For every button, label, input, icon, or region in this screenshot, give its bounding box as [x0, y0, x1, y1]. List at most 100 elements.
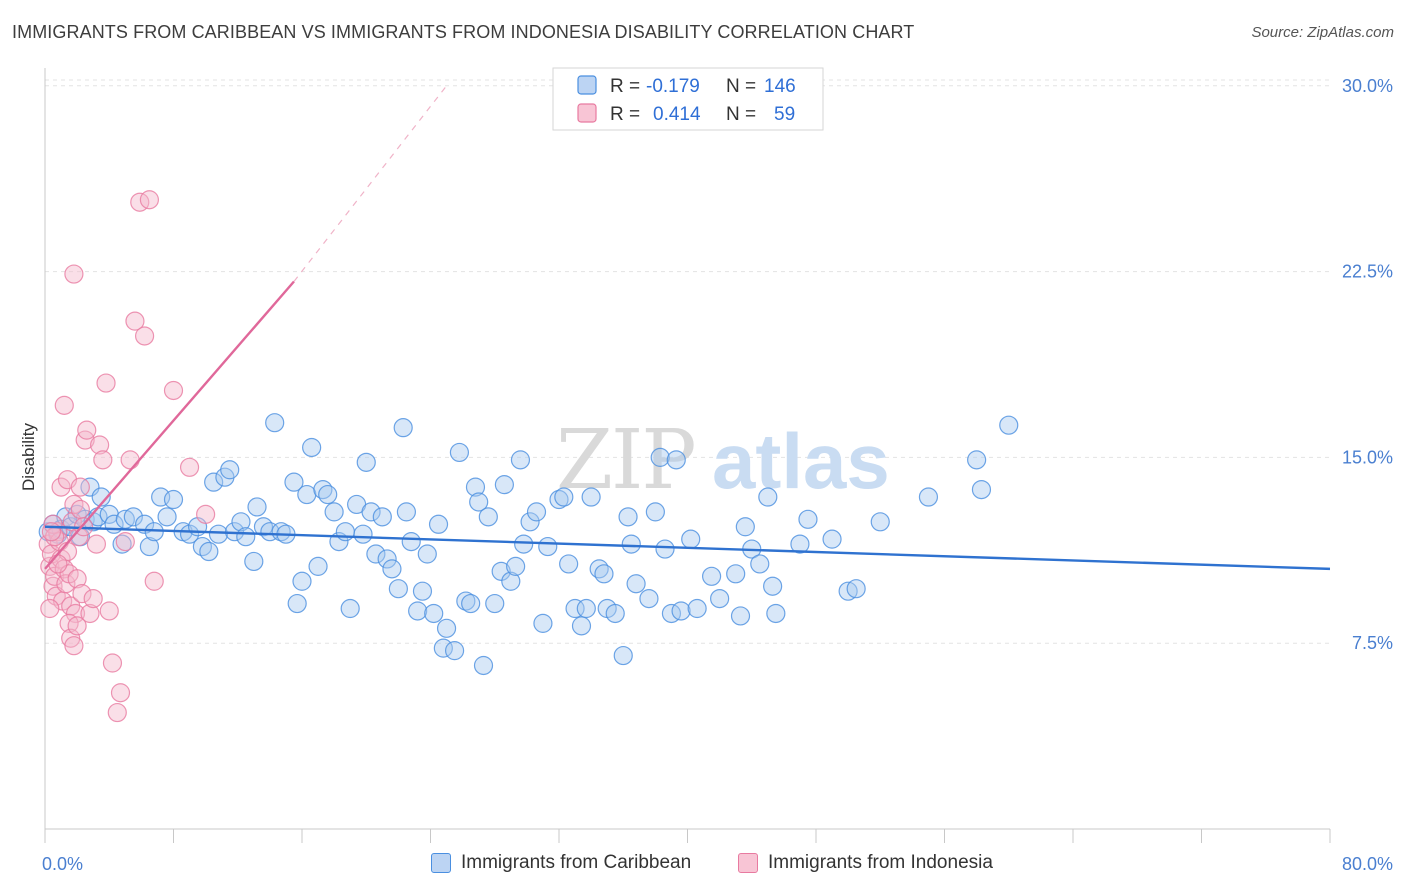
caribbean-point-19 [139, 536, 160, 557]
caribbean-point-85 [501, 571, 521, 591]
caribbean-point-126 [766, 603, 786, 624]
caribbean-point-69 [417, 544, 437, 564]
series-caribbean [38, 413, 1019, 676]
caribbean-point-111 [655, 539, 675, 559]
caribbean-point-132 [870, 512, 890, 532]
caribbean-point-67 [408, 601, 428, 621]
caribbean-point-70 [424, 603, 444, 624]
caribbean-point-121 [735, 517, 755, 537]
caribbean-point-73 [436, 618, 457, 638]
chart-source: Source: ZipAtlas.com [1251, 24, 1394, 41]
indonesia-point-32 [70, 477, 90, 497]
caribbean-point-96 [565, 598, 585, 619]
caribbean-point-71 [428, 514, 449, 534]
indonesia-point-30 [64, 636, 84, 656]
caribbean-point-92 [538, 536, 558, 557]
indonesia-point-48 [125, 311, 145, 331]
caribbean-point-36 [244, 551, 264, 572]
caribbean-point-38 [253, 517, 274, 537]
indonesia-point-36 [80, 603, 100, 624]
indonesia-point-40 [93, 450, 113, 470]
caribbean-point-104 [613, 645, 633, 666]
caribbean-point-119 [726, 564, 746, 584]
indonesia-point-16 [64, 494, 84, 515]
caribbean-point-99 [581, 487, 601, 507]
caribbean-point-56 [353, 524, 373, 544]
caribbean-point-17 [123, 507, 143, 527]
indonesia-point-53 [163, 380, 184, 401]
indonesia-point-45 [110, 683, 131, 703]
caribbean-point-23 [163, 489, 184, 510]
caribbean-point-61 [377, 549, 397, 569]
caribbean-point-94 [554, 487, 574, 507]
caribbean-point-62 [382, 559, 402, 579]
caribbean-point-134 [967, 450, 987, 470]
caribbean-point-54 [340, 598, 360, 619]
caribbean-point-123 [750, 554, 770, 574]
indonesia-point-28 [59, 613, 79, 633]
watermark-zip: ZIP [556, 413, 695, 508]
bottom-legend-indonesia: Immigrants from Indonesia [738, 852, 993, 874]
caribbean-point-32 [220, 460, 240, 480]
caribbean-point-44 [287, 593, 307, 614]
caribbean-point-107 [626, 574, 646, 594]
caribbean-point-27 [192, 536, 213, 557]
caribbean-point-101 [594, 564, 614, 584]
chart-title: IMMIGRANTS FROM CARIBBEAN VS IMMIGRANTS … [12, 22, 915, 42]
caribbean-point-114 [671, 601, 691, 621]
legend-r-label-1: R = [610, 76, 640, 97]
caribbean-point-129 [822, 529, 842, 549]
caribbean-point-80 [473, 655, 494, 676]
indonesia-point-55 [196, 504, 216, 524]
caribbean-point-133 [918, 487, 939, 507]
indonesia-point-41 [96, 373, 116, 393]
legend-r-value-1: -0.179 [646, 76, 700, 97]
indonesia-trend-extension [293, 85, 448, 282]
indonesia-point-51 [139, 190, 160, 210]
caribbean-point-72 [433, 638, 453, 658]
legend-swatch-caribbean [577, 75, 597, 95]
caribbean-point-82 [485, 593, 505, 614]
caribbean-point-35 [236, 527, 256, 547]
caribbean-point-89 [520, 512, 540, 532]
caribbean-point-40 [265, 413, 285, 433]
indonesia-point-44 [107, 702, 127, 723]
caribbean-point-75 [449, 442, 470, 463]
indonesia-point-43 [102, 653, 123, 673]
caribbean-point-30 [208, 524, 229, 544]
caribbean-point-127 [790, 534, 810, 554]
indonesia-point-42 [99, 601, 119, 621]
indonesia-point-31 [67, 616, 87, 636]
indonesia-point-50 [134, 326, 155, 346]
legend-r-value-2: 0.414 [653, 104, 701, 125]
caribbean-point-60 [372, 507, 392, 527]
caribbean-point-97 [571, 616, 592, 636]
caribbean-point-66 [401, 532, 421, 552]
x-tick-label-0: 0.0% [42, 854, 83, 874]
caribbean-point-81 [478, 507, 498, 527]
caribbean-point-15 [112, 534, 132, 554]
caribbean-point-37 [247, 497, 267, 517]
indonesia-point-1 [40, 556, 60, 576]
caribbean-point-115 [681, 529, 701, 549]
caribbean-point-105 [618, 507, 638, 527]
grid-lines [45, 79, 1330, 644]
y-tick-label-3: 30.0% [1342, 76, 1393, 96]
bottom-legend-swatch-indonesia [738, 853, 758, 873]
legend-box: R = -0.179 N = 146 R = 0.414 N = 59 [552, 67, 824, 131]
caribbean-point-128 [798, 509, 818, 529]
caribbean-point-29 [204, 472, 224, 492]
caribbean-point-39 [260, 522, 280, 542]
caribbean-point-95 [559, 554, 579, 574]
caribbean-point-12 [91, 487, 111, 507]
legend-n-label-2: N = [726, 104, 756, 125]
caribbean-point-53 [335, 522, 355, 542]
watermark-atlas: atlas [712, 417, 890, 505]
legend-swatch-indonesia [577, 103, 597, 123]
indonesia-point-26 [54, 395, 74, 415]
indonesia-trend-line [44, 280, 295, 570]
indonesia-point-57 [40, 598, 60, 619]
caribbean-point-84 [494, 475, 514, 495]
y-tick-label-2: 22.5% [1342, 262, 1393, 282]
caribbean-point-51 [324, 502, 344, 522]
